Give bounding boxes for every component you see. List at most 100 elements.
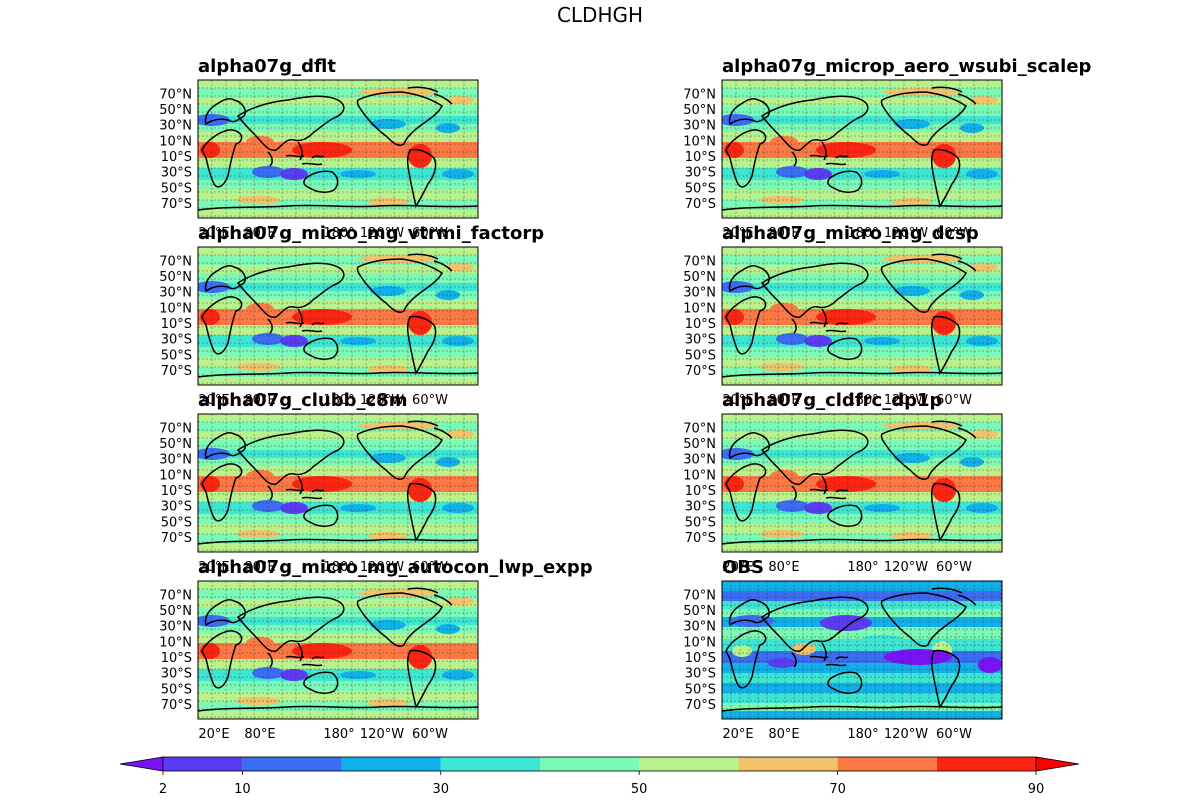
contour-blob: [932, 144, 956, 168]
contour-blob: [894, 453, 930, 463]
gridlines: [198, 414, 478, 552]
contour-blob: [970, 430, 998, 438]
contour-blob: [816, 476, 876, 492]
contour-blob: [246, 637, 274, 649]
colorbar-segment: [163, 757, 243, 771]
contour-band: [722, 581, 1002, 591]
lat-tick-label: 50°S: [161, 349, 192, 364]
contour-band: [722, 627, 1002, 639]
contour-blob: [200, 309, 220, 325]
lon-tick-label: 120°W: [360, 226, 404, 241]
lon-tick-label: 120°W: [360, 560, 404, 575]
lon-tick-label: 120°W: [360, 393, 404, 408]
lon-tick-label: 60°W: [412, 727, 448, 742]
contour-blob: [816, 142, 876, 158]
colorbar-tick-label: 90: [1028, 782, 1045, 797]
lat-tick-label: 70°S: [161, 364, 192, 379]
lat-tick-label: 10°N: [683, 636, 716, 651]
lat-tick-label: 50°N: [683, 604, 716, 619]
map-frame: [721, 413, 1003, 553]
contour-blob: [978, 657, 1002, 673]
lat-tick-label: 30°S: [685, 500, 716, 515]
lon-tick-label: 120°W: [884, 393, 928, 408]
contour-blob: [864, 504, 900, 512]
contour-blob: [246, 470, 274, 482]
map-panel: alpha07g_clubb_c8m 70°N50°N30°N10°N10°S30…: [159, 390, 479, 575]
contour-band: [722, 673, 1002, 683]
contour-blob: [292, 309, 352, 325]
lat-tick-label: 70°N: [159, 589, 192, 604]
lat-tick-label: 30°N: [683, 119, 716, 134]
lat-tick-label: 70°S: [161, 531, 192, 546]
lon-tick-label: 180°: [323, 226, 354, 241]
colorbar-tick-label: 2: [159, 782, 167, 797]
lat-tick-label: 70°N: [683, 589, 716, 604]
map-frame: [197, 246, 479, 386]
colorbar-segment: [440, 757, 540, 771]
contour-band: [722, 524, 1002, 534]
contour-blob: [724, 476, 744, 492]
lat-tick-label: 30°N: [159, 286, 192, 301]
lon-tick-label: 20°E: [722, 226, 753, 241]
contour-blob: [894, 119, 930, 129]
contour-blob: [446, 96, 474, 104]
contour-blob: [370, 119, 406, 129]
colorbar-tick-label: 30: [432, 782, 449, 797]
lat-tick-label: 50°S: [685, 683, 716, 698]
lat-tick-label: 10°N: [683, 135, 716, 150]
lat-tick-label: 30°S: [161, 500, 192, 515]
lat-tick-label: 50°S: [161, 516, 192, 531]
lat-tick-label: 70°S: [685, 531, 716, 546]
lat-tick-label: 30°N: [159, 620, 192, 635]
colorbar-segment: [837, 757, 937, 771]
contour-blob: [932, 311, 956, 335]
lat-tick-label: 30°N: [683, 286, 716, 301]
gridlines: [722, 414, 1002, 552]
contour-band: [198, 524, 478, 534]
colorbar-tick-label: 50: [631, 782, 648, 797]
lon-tick-label: 60°W: [936, 393, 972, 408]
lon-tick-label: 20°E: [198, 226, 229, 241]
lat-tick-label: 70°S: [161, 698, 192, 713]
contour-blob: [280, 168, 308, 180]
contour-blob: [932, 478, 956, 502]
contour-band: [198, 325, 478, 335]
lon-tick-label: 180°: [847, 727, 878, 742]
lat-tick-label: 50°N: [159, 103, 192, 118]
lon-tick-label: 180°: [847, 560, 878, 575]
lon-tick-label: 80°E: [244, 226, 275, 241]
lon-tick-label: 60°W: [936, 727, 972, 742]
contour-blob: [442, 670, 474, 680]
contour-band: [198, 273, 478, 283]
colorbar-tick-label: 70: [829, 782, 846, 797]
colorbar-segment: [738, 757, 838, 771]
lat-tick-label: 70°S: [685, 197, 716, 212]
lon-tick-label: 80°E: [244, 727, 275, 742]
map-panel: alpha07g_cldfrc_dp1p 70°N50°N30°N10°N10°S…: [683, 390, 1003, 575]
lat-tick-label: 30°S: [685, 166, 716, 181]
map-frame: [721, 79, 1003, 219]
lat-tick-label: 10°N: [683, 302, 716, 317]
contour-blob: [408, 645, 432, 669]
colorbar-segment: [639, 757, 739, 771]
contour-blob: [446, 430, 474, 438]
lat-tick-label: 10°N: [159, 302, 192, 317]
colorbar-extend-min: [119, 756, 164, 772]
contour-blob: [280, 669, 308, 681]
lat-tick-label: 50°S: [685, 516, 716, 531]
lat-tick-label: 70°N: [159, 255, 192, 270]
contour-blob: [246, 136, 274, 148]
lat-tick-label: 10°N: [159, 636, 192, 651]
lat-tick-label: 50°N: [683, 270, 716, 285]
contour-blob: [804, 502, 832, 514]
contour-band: [722, 693, 1002, 703]
lat-tick-label: 50°N: [159, 270, 192, 285]
lon-tick-label: 120°W: [360, 727, 404, 742]
contour-blob: [292, 643, 352, 659]
lat-tick-label: 30°S: [161, 667, 192, 682]
contour-blob: [966, 503, 998, 513]
lon-tick-label: 120°W: [884, 226, 928, 241]
contour-band: [198, 492, 478, 502]
contour-blob: [446, 263, 474, 271]
